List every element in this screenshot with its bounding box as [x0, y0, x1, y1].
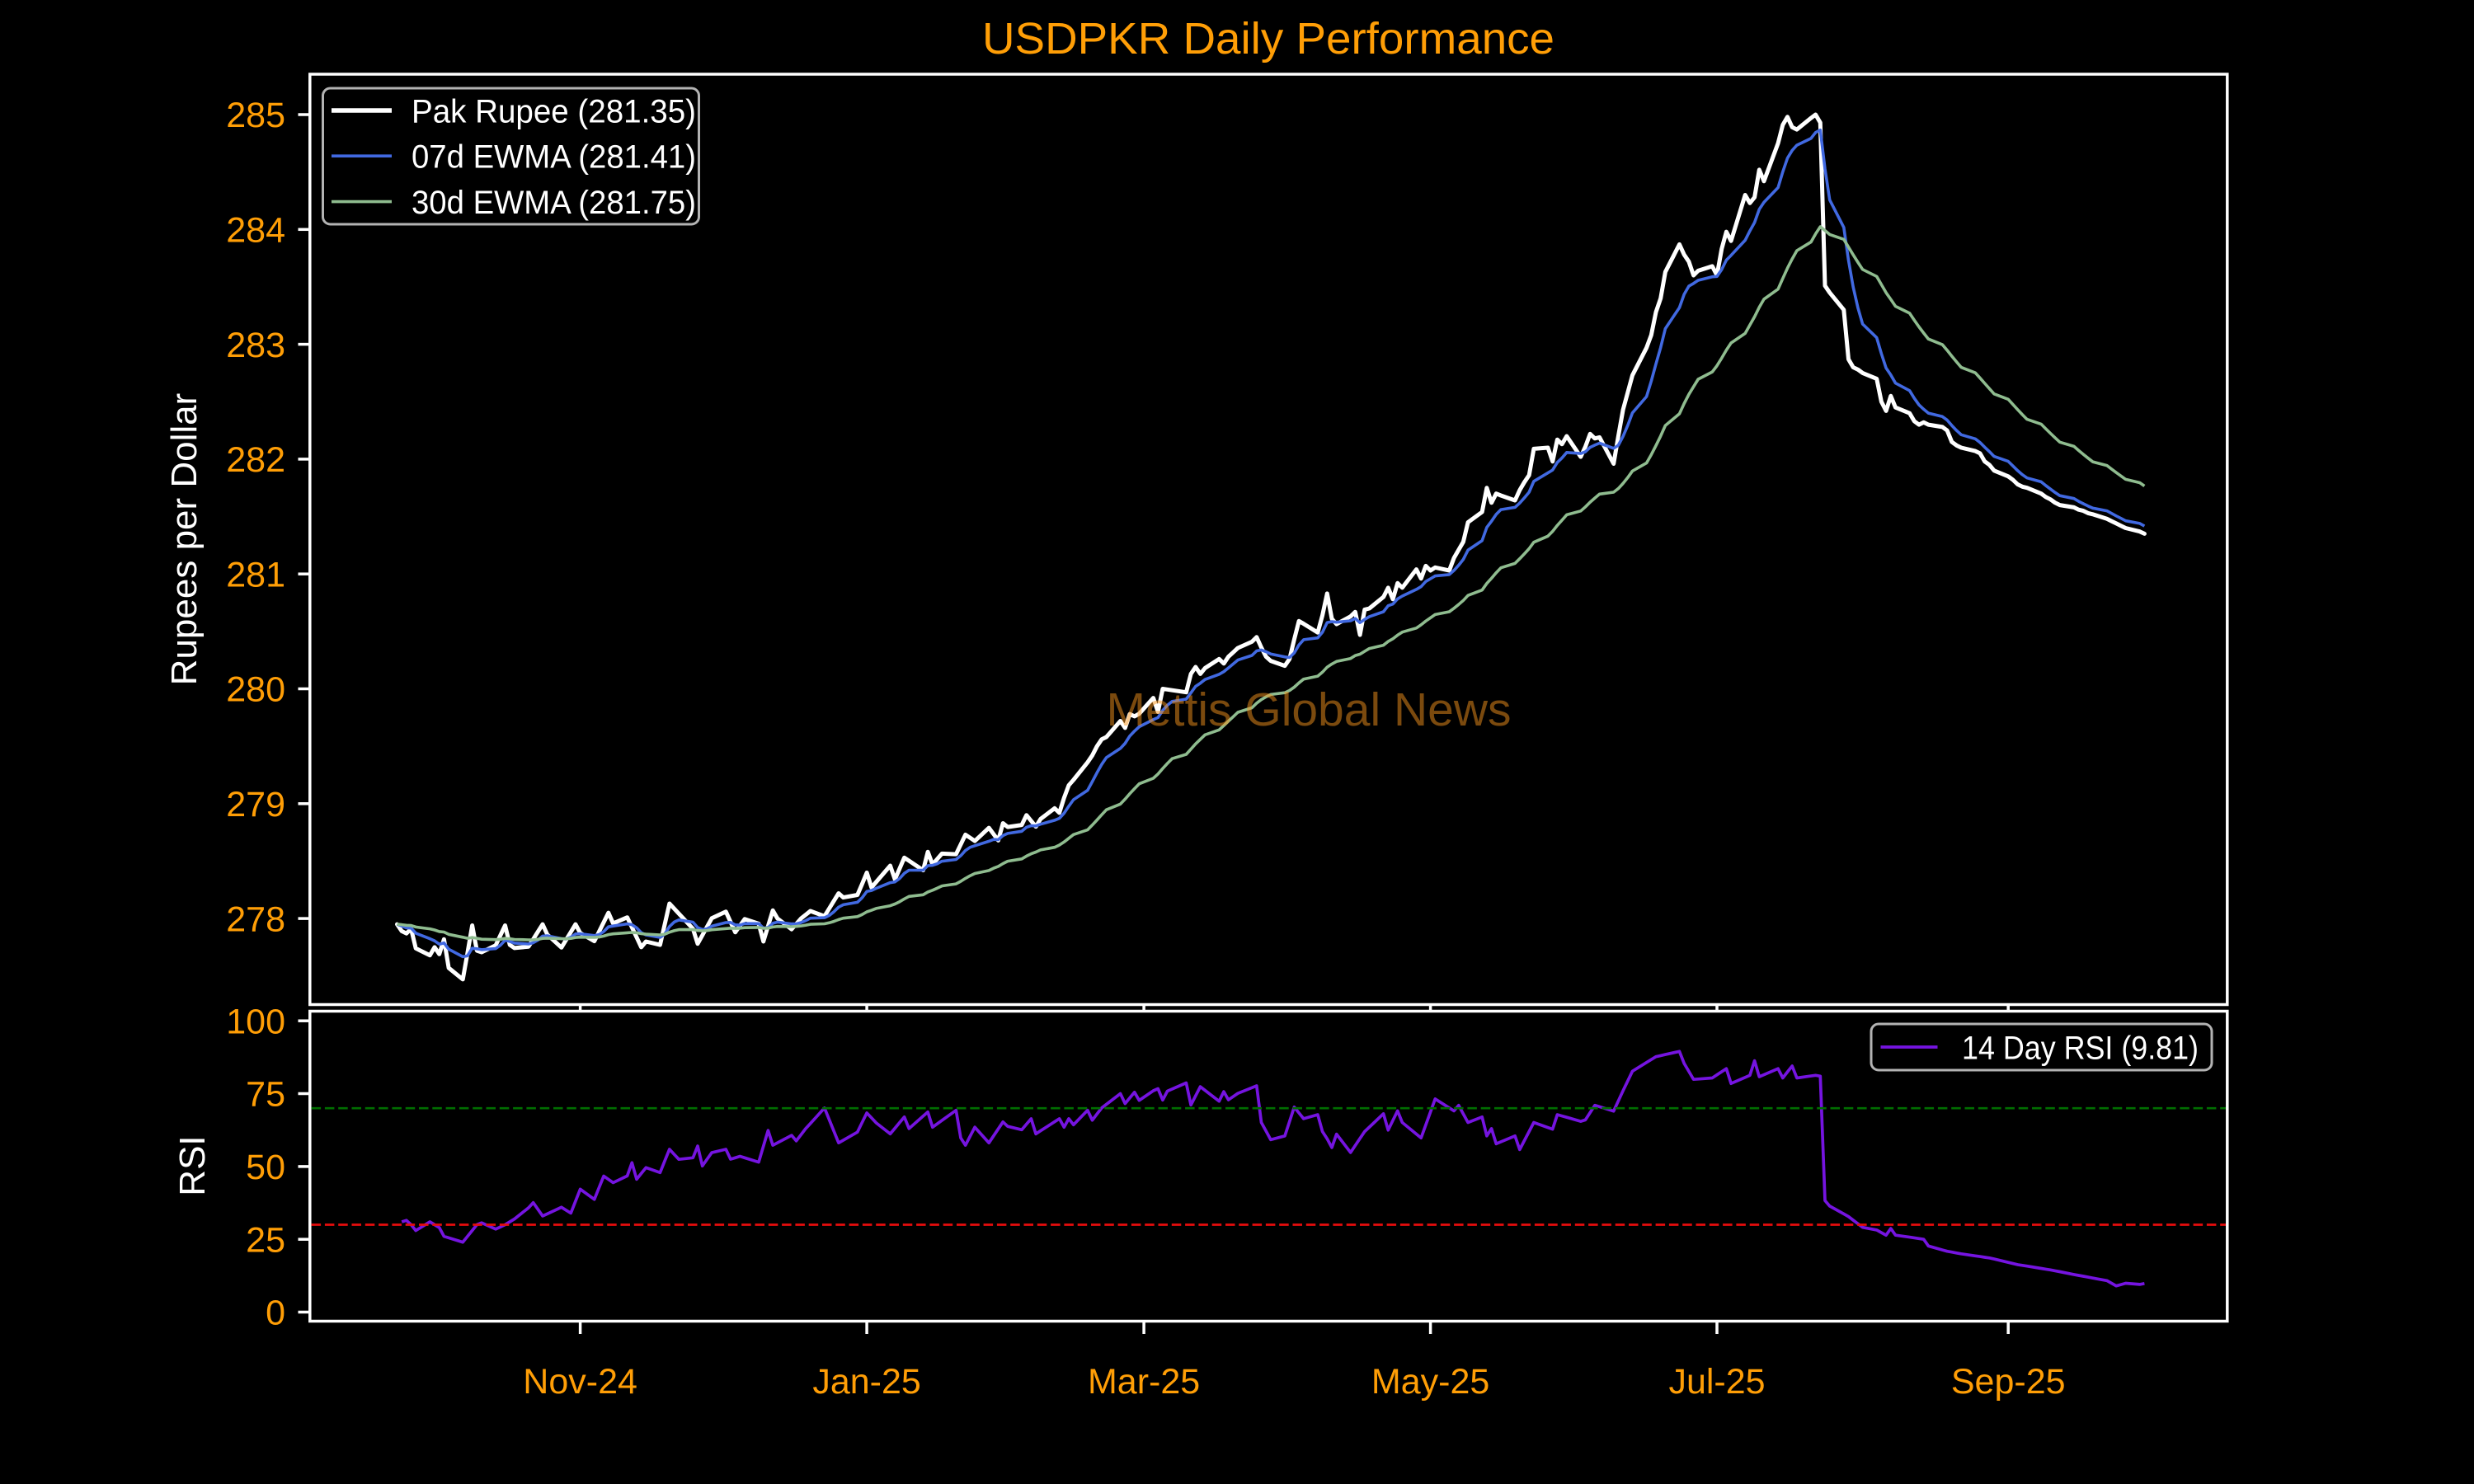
svg-text:Rupees per Dollar: Rupees per Dollar: [164, 393, 205, 686]
svg-text:100: 100: [226, 1002, 285, 1041]
svg-text:284: 284: [226, 211, 285, 251]
svg-text:30d EWMA (281.75): 30d EWMA (281.75): [412, 185, 696, 221]
svg-text:Pak Rupee (281.35): Pak Rupee (281.35): [412, 94, 696, 130]
svg-text:25: 25: [246, 1220, 285, 1260]
svg-text:Mettis Global News: Mettis Global News: [1107, 683, 1512, 736]
svg-text:Jul-25: Jul-25: [1668, 1362, 1765, 1402]
svg-text:283: 283: [226, 326, 285, 365]
svg-text:75: 75: [246, 1075, 285, 1115]
svg-text:USDPKR Daily Performance: USDPKR Daily Performance: [982, 14, 1554, 63]
svg-text:07d EWMA (281.41): 07d EWMA (281.41): [412, 139, 696, 176]
svg-text:281: 281: [226, 555, 285, 594]
svg-text:14 Day RSI (9.81): 14 Day RSI (9.81): [1962, 1031, 2199, 1067]
svg-text:50: 50: [246, 1148, 285, 1187]
svg-text:RSI: RSI: [172, 1135, 213, 1195]
svg-text:May-25: May-25: [1371, 1362, 1489, 1402]
svg-text:Mar-25: Mar-25: [1088, 1362, 1200, 1402]
svg-text:278: 278: [226, 899, 285, 939]
svg-text:Jan-25: Jan-25: [812, 1362, 920, 1402]
svg-text:0: 0: [266, 1294, 285, 1333]
svg-text:280: 280: [226, 670, 285, 710]
svg-text:282: 282: [226, 440, 285, 480]
svg-text:Nov-24: Nov-24: [523, 1362, 637, 1402]
svg-text:285: 285: [226, 96, 285, 135]
svg-text:279: 279: [226, 785, 285, 824]
svg-text:Sep-25: Sep-25: [1951, 1362, 2066, 1402]
